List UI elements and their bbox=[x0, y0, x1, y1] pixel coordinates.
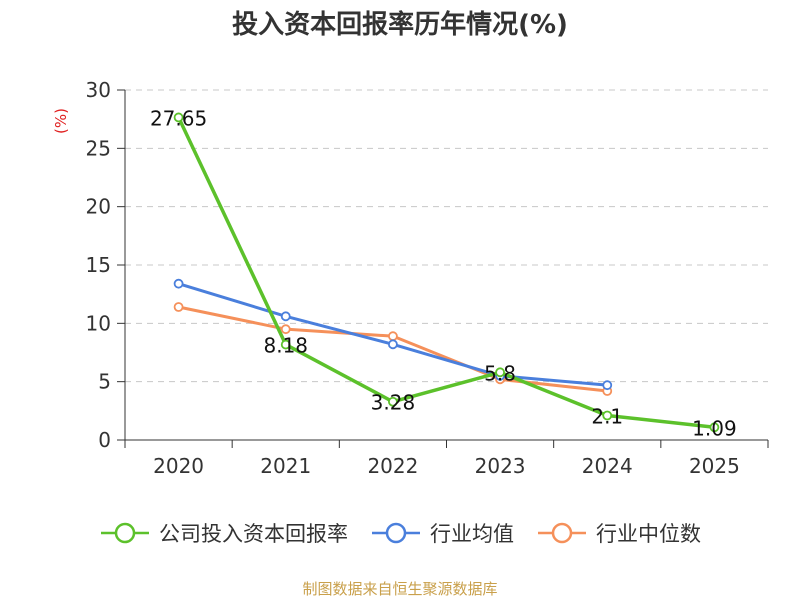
y-tick-label: 25 bbox=[86, 136, 111, 160]
y-tick-label: 20 bbox=[86, 195, 111, 219]
data-point-industry_avg bbox=[280, 311, 291, 322]
data-labels: 27.65 8.18 3.28 5.8 2.1 1.09 bbox=[150, 106, 737, 440]
legend-marker-industry-avg bbox=[372, 522, 420, 544]
x-tick-label: 2022 bbox=[367, 454, 418, 478]
data-point-industry_median bbox=[388, 331, 398, 342]
data-point-company bbox=[280, 339, 291, 350]
y-tick-label: 0 bbox=[98, 428, 111, 452]
data-point-company bbox=[388, 396, 398, 407]
data-point-industry_avg bbox=[602, 380, 613, 391]
series-lines bbox=[173, 112, 720, 433]
data-point-industry_avg bbox=[173, 278, 184, 289]
grid-lines bbox=[125, 89, 768, 383]
legend-item-company[interactable]: 公司投入资本回报率 bbox=[99, 518, 348, 548]
y-tick-label: 15 bbox=[86, 253, 111, 277]
chart-title: 投入资本回报率历年情况(%) bbox=[232, 10, 568, 40]
x-tick-label: 2025 bbox=[689, 454, 740, 478]
legend-marker-industry-median bbox=[538, 522, 586, 544]
series-line-company bbox=[177, 116, 715, 430]
legend-label-industry-avg: 行业均值 bbox=[430, 522, 514, 546]
data-point-company bbox=[602, 410, 613, 421]
legend-item-industry-avg[interactable]: 行业均值 bbox=[370, 518, 514, 548]
data-point-company bbox=[709, 422, 720, 433]
data-point-industry_median bbox=[280, 324, 291, 335]
data-point-industry_avg bbox=[388, 339, 398, 350]
y-tick-label: 30 bbox=[86, 78, 111, 102]
legend-marker-company bbox=[101, 522, 149, 544]
data-point-company bbox=[173, 112, 184, 123]
legend-label-company: 公司投入资本回报率 bbox=[159, 522, 348, 546]
data-label: 1.09 bbox=[692, 416, 737, 440]
x-tick-label: 2020 bbox=[153, 454, 204, 478]
y-tick-label: 5 bbox=[98, 370, 111, 394]
data-label: 3.28 bbox=[371, 391, 416, 415]
y-tick-label: 10 bbox=[86, 311, 111, 335]
legend-label-industry-median: 行业中位数 bbox=[596, 522, 701, 546]
data-point-industry_median bbox=[173, 302, 184, 312]
data-label: 8.18 bbox=[263, 334, 308, 358]
x-tick-label: 2024 bbox=[582, 454, 633, 478]
x-tick-label: 2021 bbox=[260, 454, 311, 478]
data-label: 27.65 bbox=[150, 106, 207, 130]
data-label: 2.1 bbox=[591, 405, 623, 429]
data-point-company bbox=[495, 367, 505, 378]
legend-item-industry-median[interactable]: 行业中位数 bbox=[536, 518, 701, 548]
legend: 公司投入资本回报率 行业均值 行业中位数 bbox=[0, 518, 800, 548]
data-source: 制图数据来自恒生聚源数据库 bbox=[302, 580, 498, 598]
x-tick-label: 2023 bbox=[475, 454, 526, 478]
data-label: 5.8 bbox=[484, 361, 516, 385]
